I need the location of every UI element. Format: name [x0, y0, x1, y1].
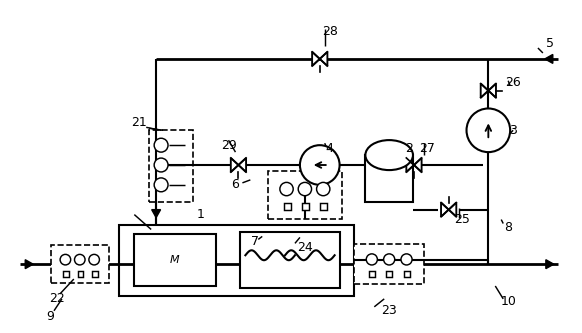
- Polygon shape: [441, 202, 449, 217]
- Text: 7: 7: [251, 235, 260, 248]
- Circle shape: [280, 182, 293, 196]
- Text: 4: 4: [326, 142, 333, 155]
- Polygon shape: [320, 52, 328, 66]
- Bar: [365, 155, 413, 201]
- Polygon shape: [449, 202, 456, 217]
- Circle shape: [60, 254, 70, 265]
- Circle shape: [154, 178, 168, 192]
- Bar: [320, 203, 328, 210]
- Ellipse shape: [365, 140, 413, 170]
- Bar: [78, 271, 83, 277]
- Bar: [119, 224, 354, 296]
- Text: 22: 22: [49, 292, 65, 305]
- Circle shape: [74, 254, 85, 265]
- Text: 1: 1: [197, 208, 205, 221]
- Text: 23: 23: [381, 304, 397, 317]
- Bar: [386, 271, 392, 277]
- Text: M: M: [170, 255, 180, 265]
- Polygon shape: [231, 158, 239, 172]
- Bar: [403, 271, 410, 277]
- Bar: [51, 245, 108, 283]
- Text: 8: 8: [504, 221, 512, 234]
- Bar: [63, 271, 69, 277]
- Text: 3: 3: [509, 124, 517, 137]
- Text: 25: 25: [453, 213, 470, 226]
- Bar: [268, 171, 342, 218]
- Polygon shape: [312, 52, 320, 66]
- Text: 27: 27: [419, 142, 435, 155]
- Text: 10: 10: [501, 295, 516, 308]
- Circle shape: [401, 254, 412, 265]
- Text: 2: 2: [405, 142, 413, 155]
- Bar: [369, 271, 375, 277]
- Polygon shape: [488, 84, 496, 98]
- Text: 24: 24: [297, 241, 313, 254]
- Polygon shape: [481, 84, 488, 98]
- Text: 9: 9: [46, 310, 54, 323]
- Polygon shape: [152, 210, 161, 217]
- Bar: [283, 203, 290, 210]
- Polygon shape: [25, 260, 33, 269]
- Circle shape: [300, 145, 339, 185]
- Bar: [240, 232, 339, 288]
- Circle shape: [154, 158, 168, 172]
- Circle shape: [298, 182, 311, 196]
- Polygon shape: [545, 54, 553, 63]
- Circle shape: [366, 254, 377, 265]
- Circle shape: [467, 109, 510, 152]
- Text: 28: 28: [322, 25, 338, 38]
- Bar: [134, 234, 216, 286]
- Text: 6: 6: [232, 178, 239, 191]
- Circle shape: [317, 182, 330, 196]
- Text: 26: 26: [505, 76, 521, 89]
- Circle shape: [89, 254, 100, 265]
- Bar: [149, 130, 193, 202]
- Circle shape: [154, 138, 168, 152]
- Text: 5: 5: [546, 37, 554, 50]
- Bar: [92, 271, 98, 277]
- Bar: [354, 244, 424, 284]
- Text: 29: 29: [221, 139, 236, 152]
- Text: 21: 21: [132, 116, 147, 129]
- Polygon shape: [406, 158, 414, 172]
- Circle shape: [384, 254, 395, 265]
- Polygon shape: [239, 158, 246, 172]
- Bar: [302, 203, 309, 210]
- Polygon shape: [546, 260, 554, 269]
- Polygon shape: [414, 158, 421, 172]
